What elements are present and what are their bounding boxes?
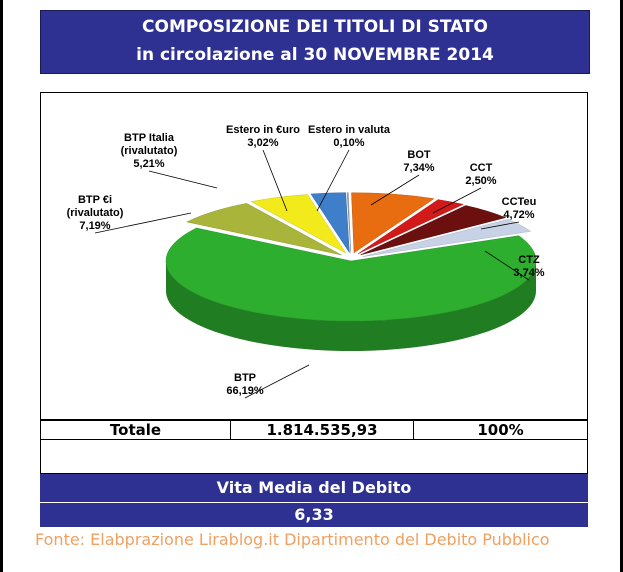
source-note: Fonte: Elabprazione Lirablog.it Dipartim…	[35, 530, 550, 549]
slice-label-text: 0,10%	[333, 137, 364, 149]
total-amount: 1.814.535,93	[231, 421, 414, 439]
slice-label-text: Estero in valuta	[308, 124, 391, 136]
totals-row: Totale 1.814.535,93 100%	[40, 420, 588, 440]
average-life-label: Vita Media del Debito	[40, 474, 588, 502]
pie-slice-btp	[165, 227, 537, 322]
slice-label-btp-italia: BTP Italia(rivalutato)5,21%	[121, 132, 218, 189]
pie-slice-estero-in-uro	[310, 192, 350, 254]
title-line-1: COMPOSIZIONE DEI TITOLI DI STATO	[142, 17, 488, 37]
pie-slice-cct	[357, 199, 464, 254]
slice-label-text: BOT	[407, 149, 431, 161]
slice-label-text: (rivalutato)	[67, 207, 124, 219]
leader-line-bot	[370, 174, 420, 206]
slice-label-text: 3,02%	[247, 137, 278, 149]
slice-label-text: CTZ	[518, 254, 540, 266]
slice-label-text: (rivalutato)	[121, 145, 178, 157]
pie-slice-ctz	[362, 219, 532, 257]
leader-line-estero-in-uro	[262, 149, 288, 212]
slice-label-text: 3,74%	[513, 267, 544, 279]
pie-slice-btp-i-rivalutato	[186, 203, 342, 256]
slice-label-text: CCT	[470, 162, 493, 174]
leader-line-btp-italia	[148, 170, 218, 189]
slice-label-text: 7,19%	[79, 220, 110, 232]
pie-side-btp	[166, 261, 536, 351]
pie-slice-btp-italia-rivalutato	[250, 194, 347, 254]
pie-chart-area: BTP 66,19% BTP €i (rivalutato) 7,19% BTP Ital…	[40, 92, 588, 420]
pie-slice-estero-in-valuta	[346, 192, 352, 253]
slice-label-text: 2,50%	[465, 175, 496, 187]
total-label: Totale	[41, 421, 231, 439]
slice-label-text: BTP Italia	[124, 132, 175, 144]
slice-label-text: 5,21%	[133, 158, 164, 170]
chart-title-box: COMPOSIZIONE DEI TITOLI DI STATO in circ…	[40, 10, 590, 74]
slice-label-text: 66,19%	[226, 385, 264, 397]
pie-slice-ccteu	[360, 205, 507, 256]
leader-line-estero-in-valuta	[316, 149, 350, 212]
slice-label-text: 4,72%	[503, 209, 534, 221]
leader-line-ccteu	[480, 221, 520, 230]
pie-slice-bot	[351, 192, 435, 254]
average-life-value: 6,33	[40, 503, 588, 527]
slice-label-text: BTP	[234, 372, 256, 384]
leader-line-ctz	[484, 250, 530, 281]
slice-label-text: CCTeu	[502, 196, 537, 208]
slice-label-text: BTP €i	[78, 194, 112, 206]
slice-label-text: 7,34%	[403, 162, 434, 174]
left-frame-border	[0, 0, 3, 572]
slice-label-text: Estero in €uro	[226, 124, 300, 136]
title-line-2: in circolazione al 30 NOVEMBRE 2014	[136, 45, 494, 65]
leader-line-btp	[244, 364, 310, 399]
leader-line-cct	[432, 187, 482, 214]
total-percent: 100%	[477, 421, 524, 439]
right-frame-border	[620, 0, 623, 572]
leader-line-btp-i	[94, 212, 192, 234]
slice-label-btp-i: BTP €i(rivalutato)7,19%	[67, 194, 192, 234]
empty-table-row	[40, 440, 588, 474]
